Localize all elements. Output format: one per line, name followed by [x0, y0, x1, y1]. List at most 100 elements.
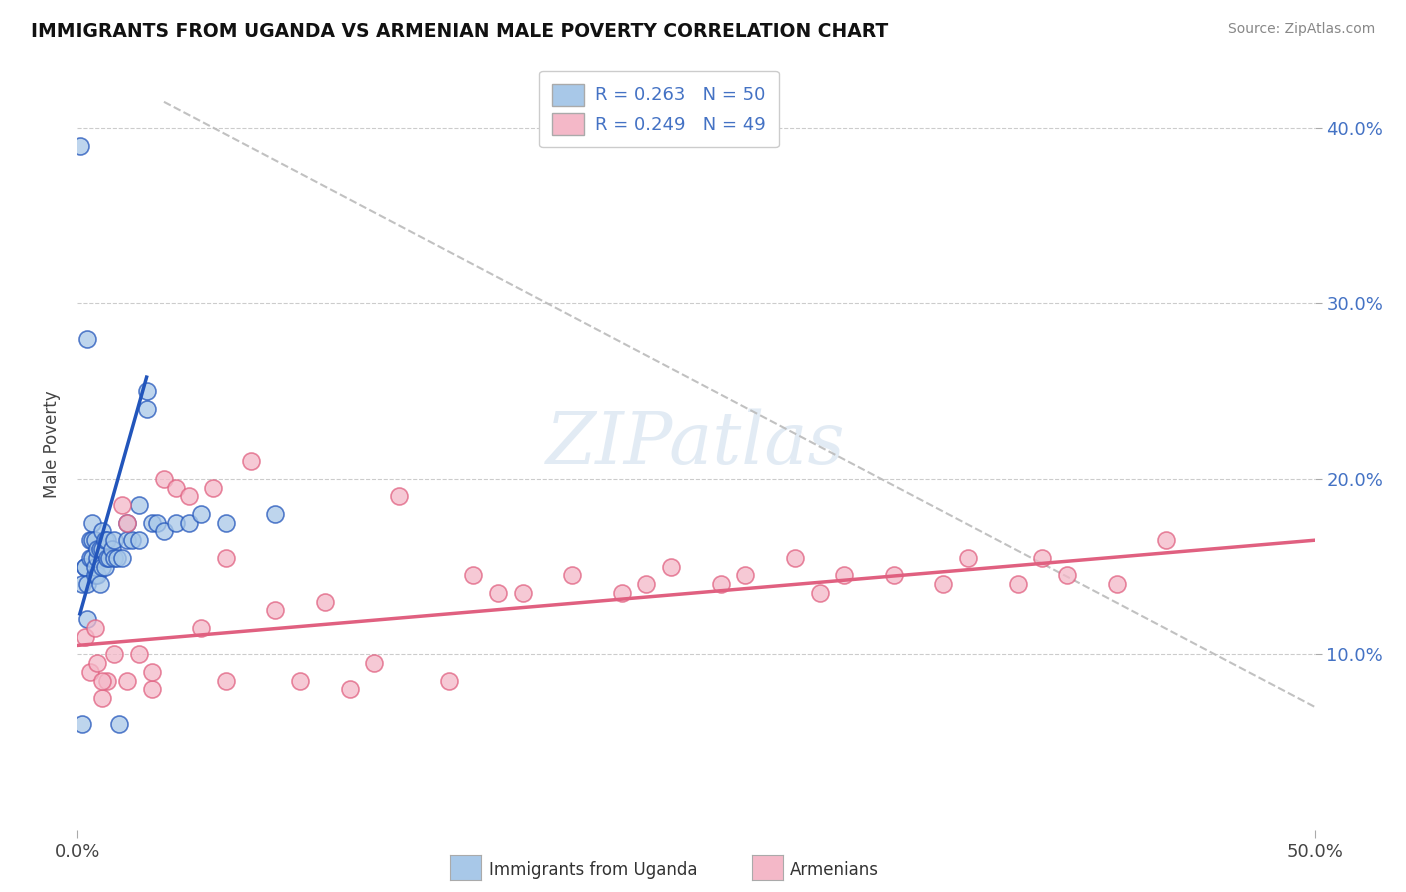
Point	[177, 516, 200, 530]
Point	[636, 577, 658, 591]
Point	[115, 516, 138, 530]
Point	[96, 550, 118, 565]
Y-axis label: Male Poverty: Male Poverty	[44, 390, 62, 498]
Point	[215, 516, 238, 530]
Point	[1007, 577, 1029, 591]
Point	[86, 550, 108, 565]
Point	[128, 647, 150, 661]
Point	[153, 472, 176, 486]
Point	[264, 507, 287, 521]
Point	[82, 516, 104, 530]
Point	[83, 621, 105, 635]
Point	[215, 673, 238, 688]
Point	[561, 568, 583, 582]
Point	[91, 673, 114, 688]
Point	[89, 541, 111, 556]
Point	[463, 568, 485, 582]
Point	[115, 673, 138, 688]
Point	[834, 568, 856, 582]
Point	[86, 568, 108, 582]
Point	[86, 541, 108, 556]
Point	[314, 594, 336, 608]
Point	[89, 577, 111, 591]
Point	[512, 586, 534, 600]
Point	[69, 138, 91, 153]
Point	[135, 401, 157, 416]
Point	[72, 717, 94, 731]
Point	[734, 568, 756, 582]
Point	[73, 630, 96, 644]
Point	[215, 550, 238, 565]
Point	[932, 577, 955, 591]
Point	[153, 524, 176, 539]
Point	[165, 516, 187, 530]
Point	[105, 550, 128, 565]
Point	[111, 550, 134, 565]
Point	[73, 559, 96, 574]
Point	[83, 533, 105, 548]
Point	[957, 550, 980, 565]
Point	[121, 533, 143, 548]
Point	[108, 717, 131, 731]
Point	[76, 577, 98, 591]
Point	[83, 559, 105, 574]
Point	[91, 541, 114, 556]
Point	[239, 454, 262, 468]
Point	[91, 691, 114, 706]
Point	[141, 682, 163, 697]
Point	[883, 568, 905, 582]
Point	[437, 673, 460, 688]
Point	[202, 481, 225, 495]
Point	[610, 586, 633, 600]
Point	[115, 516, 138, 530]
Point	[115, 533, 138, 548]
Point	[141, 665, 163, 679]
Point	[659, 559, 682, 574]
Point	[264, 603, 287, 617]
Point	[103, 533, 125, 548]
Point	[165, 481, 187, 495]
Point	[128, 533, 150, 548]
Point	[783, 550, 806, 565]
Point	[288, 673, 311, 688]
Point	[96, 673, 118, 688]
Point	[91, 524, 114, 539]
Point	[82, 533, 104, 548]
Point	[808, 586, 831, 600]
Point	[73, 559, 96, 574]
Point	[79, 550, 101, 565]
Point	[72, 577, 94, 591]
Point	[111, 498, 134, 512]
Text: Source: ZipAtlas.com: Source: ZipAtlas.com	[1227, 22, 1375, 37]
Point	[76, 612, 98, 626]
Point	[96, 533, 118, 548]
Point	[177, 489, 200, 503]
Legend: R = 0.263   N = 50, R = 0.249   N = 49: R = 0.263 N = 50, R = 0.249 N = 49	[538, 70, 779, 147]
Point	[79, 665, 101, 679]
Point	[1105, 577, 1128, 591]
Point	[79, 533, 101, 548]
Text: Immigrants from Uganda: Immigrants from Uganda	[489, 861, 697, 879]
Point	[103, 550, 125, 565]
Point	[128, 498, 150, 512]
Point	[388, 489, 411, 503]
Point	[141, 516, 163, 530]
Point	[190, 507, 212, 521]
Point	[93, 533, 115, 548]
Text: ZIPatlas: ZIPatlas	[546, 409, 846, 479]
Point	[486, 586, 509, 600]
Point	[190, 621, 212, 635]
Point	[76, 332, 98, 346]
Point	[1056, 568, 1078, 582]
Text: IMMIGRANTS FROM UGANDA VS ARMENIAN MALE POVERTY CORRELATION CHART: IMMIGRANTS FROM UGANDA VS ARMENIAN MALE …	[31, 22, 889, 41]
Point	[82, 550, 104, 565]
Point	[710, 577, 733, 591]
Text: Armenians: Armenians	[790, 861, 879, 879]
Point	[98, 550, 121, 565]
Point	[1031, 550, 1053, 565]
Point	[91, 559, 114, 574]
Point	[83, 568, 105, 582]
Point	[145, 516, 167, 530]
Point	[363, 656, 385, 670]
Point	[86, 656, 108, 670]
